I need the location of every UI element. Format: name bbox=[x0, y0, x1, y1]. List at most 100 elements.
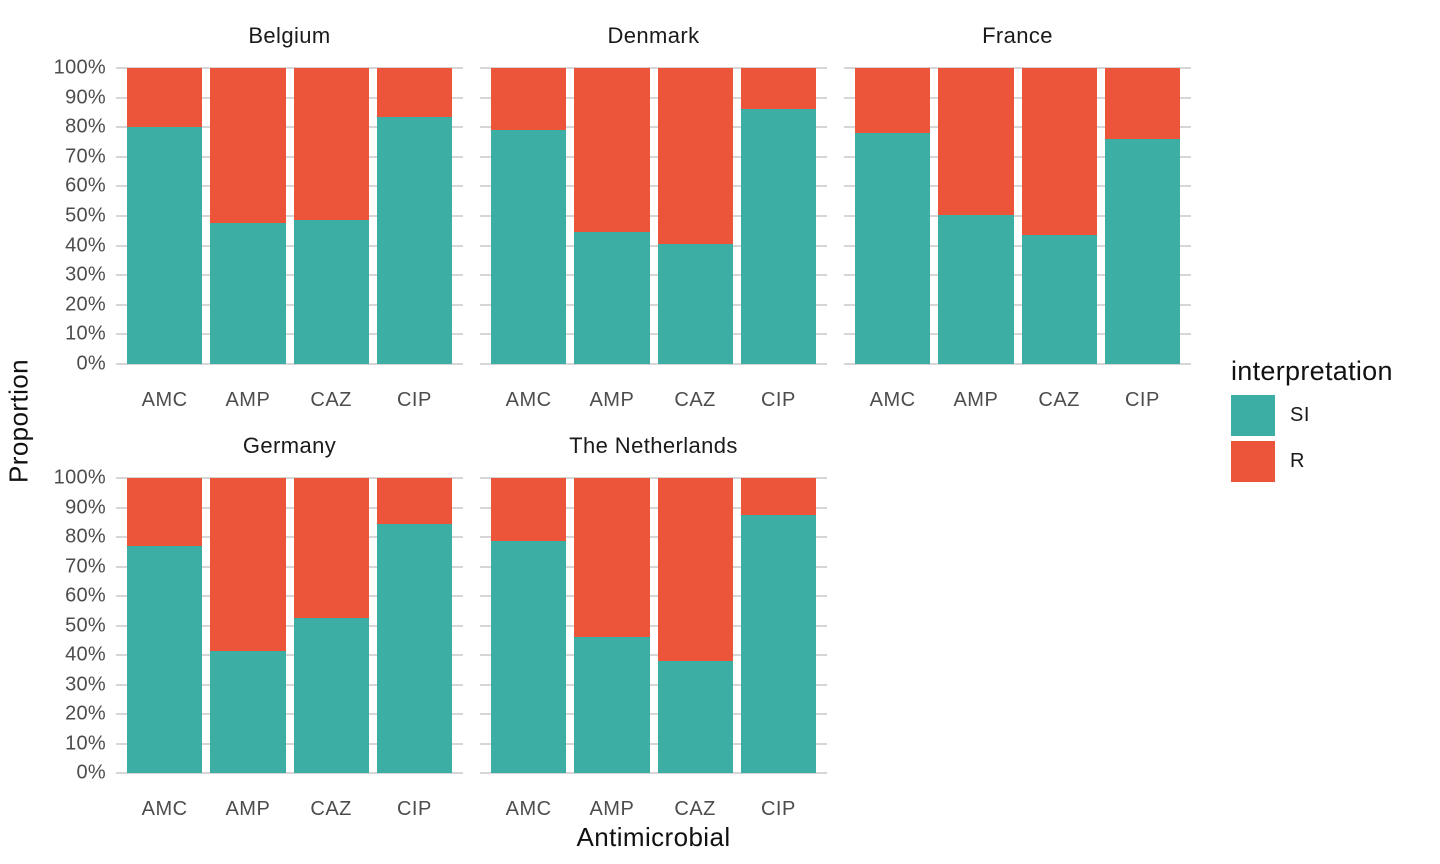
y-tick-label: 70% bbox=[65, 555, 106, 578]
x-tick-label: CAZ bbox=[1038, 389, 1080, 411]
x-tick-label: AMP bbox=[589, 389, 635, 411]
gridline bbox=[116, 595, 463, 597]
gridline bbox=[116, 126, 463, 129]
gridline bbox=[116, 565, 463, 568]
gridline bbox=[480, 624, 827, 627]
x-tick-label: CIP bbox=[760, 798, 796, 820]
facet-title: Germany bbox=[242, 433, 337, 458]
gridline bbox=[480, 215, 827, 217]
bar-segment-r bbox=[1104, 68, 1180, 140]
y-tick-label: 60% bbox=[65, 174, 106, 197]
bar-segment-r bbox=[1021, 68, 1097, 236]
y-tick-label: 80% bbox=[65, 525, 106, 548]
y-axis-title: Proportion bbox=[3, 359, 34, 483]
gridline bbox=[116, 303, 463, 306]
stacked-bar bbox=[127, 68, 203, 364]
facet-title: The Netherlands bbox=[569, 433, 738, 458]
x-tick-label: AMC bbox=[141, 798, 188, 820]
bar-segment-si bbox=[376, 523, 452, 773]
legend-swatch-r bbox=[1231, 441, 1275, 482]
gridline bbox=[844, 363, 1191, 365]
stacked-bar bbox=[574, 478, 650, 773]
stacked-bar bbox=[127, 478, 203, 773]
x-tick-label: CAZ bbox=[674, 389, 716, 411]
bar-segment-r bbox=[491, 478, 567, 542]
bar-segment-si bbox=[574, 232, 650, 364]
facet-panel bbox=[480, 67, 827, 365]
gridline bbox=[480, 742, 827, 745]
stacked-bar bbox=[938, 68, 1014, 364]
gridline bbox=[116, 477, 463, 479]
gridline bbox=[844, 155, 1191, 158]
gridline bbox=[480, 772, 827, 774]
gridline bbox=[116, 654, 463, 656]
x-tick-label: AMP bbox=[225, 798, 271, 820]
x-tick-label: CAZ bbox=[310, 798, 352, 820]
bar-segment-si bbox=[210, 223, 286, 364]
bar-segment-si bbox=[491, 130, 567, 364]
gridline bbox=[480, 477, 827, 479]
y-tick-label: 60% bbox=[65, 584, 106, 607]
stacked-bar bbox=[210, 478, 286, 773]
gridline bbox=[844, 303, 1191, 306]
bar-segment-si bbox=[1104, 139, 1180, 364]
bar-segment-si bbox=[127, 127, 203, 364]
x-tick-label: AMP bbox=[953, 389, 999, 411]
gridline bbox=[116, 333, 463, 336]
bars-group bbox=[116, 68, 463, 364]
y-tick-label: 20% bbox=[65, 702, 106, 725]
bar-segment-r bbox=[657, 68, 733, 245]
y-tick-label: 90% bbox=[65, 496, 106, 519]
gridline bbox=[480, 654, 827, 656]
gridline bbox=[116, 155, 463, 158]
bar-segment-r bbox=[127, 478, 203, 546]
bar-segment-si bbox=[376, 116, 452, 364]
gridline bbox=[116, 772, 463, 774]
facet-panel bbox=[116, 477, 463, 774]
x-tick-labels: AMC AMP CAZ CIP bbox=[844, 389, 1191, 412]
gridline bbox=[116, 683, 463, 686]
x-tick-label: AMC bbox=[869, 389, 916, 411]
x-tick-label: AMC bbox=[505, 389, 552, 411]
facet-panel bbox=[116, 67, 463, 365]
x-tick-label: AMP bbox=[225, 389, 271, 411]
legend-swatch-si bbox=[1231, 395, 1275, 436]
x-tick-label: AMC bbox=[505, 798, 552, 820]
legend-label-r: R bbox=[1290, 450, 1305, 472]
bar-segment-si bbox=[127, 545, 203, 773]
facet-title: Denmark bbox=[607, 23, 700, 48]
gridline bbox=[844, 185, 1191, 188]
stacked-bar bbox=[210, 68, 286, 364]
bars-group bbox=[480, 478, 827, 773]
facet-panel bbox=[844, 67, 1191, 365]
bar-segment-si bbox=[855, 133, 931, 364]
bar-segment-r bbox=[491, 68, 567, 131]
x-tick-label: CIP bbox=[396, 389, 432, 411]
x-tick-label: AMP bbox=[589, 798, 635, 820]
gridline bbox=[844, 126, 1191, 129]
stacked-bar bbox=[855, 68, 931, 364]
bar-segment-r bbox=[938, 68, 1014, 215]
x-tick-labels: AMC AMP CAZ CIP bbox=[480, 389, 827, 412]
gridline bbox=[844, 67, 1191, 69]
bar-segment-r bbox=[376, 68, 452, 117]
gridline bbox=[480, 96, 827, 99]
stacked-bar bbox=[293, 68, 369, 364]
stacked-bar bbox=[657, 478, 733, 773]
gridline bbox=[116, 215, 463, 217]
gridline bbox=[480, 565, 827, 568]
legend: interpretation SI R bbox=[1231, 355, 1431, 487]
y-tick-label: 40% bbox=[65, 643, 106, 666]
stacked-bar bbox=[740, 478, 816, 773]
gridline bbox=[116, 536, 463, 538]
gridline bbox=[844, 274, 1191, 277]
legend-title: interpretation bbox=[1231, 356, 1393, 386]
bar-segment-r bbox=[210, 478, 286, 651]
x-tick-labels: AMC AMP CAZ CIP bbox=[116, 798, 463, 821]
stacked-bar bbox=[491, 68, 567, 364]
gridline bbox=[480, 595, 827, 597]
gridline bbox=[480, 506, 827, 509]
y-tick-label: 70% bbox=[65, 145, 106, 168]
bars-group bbox=[844, 68, 1191, 364]
